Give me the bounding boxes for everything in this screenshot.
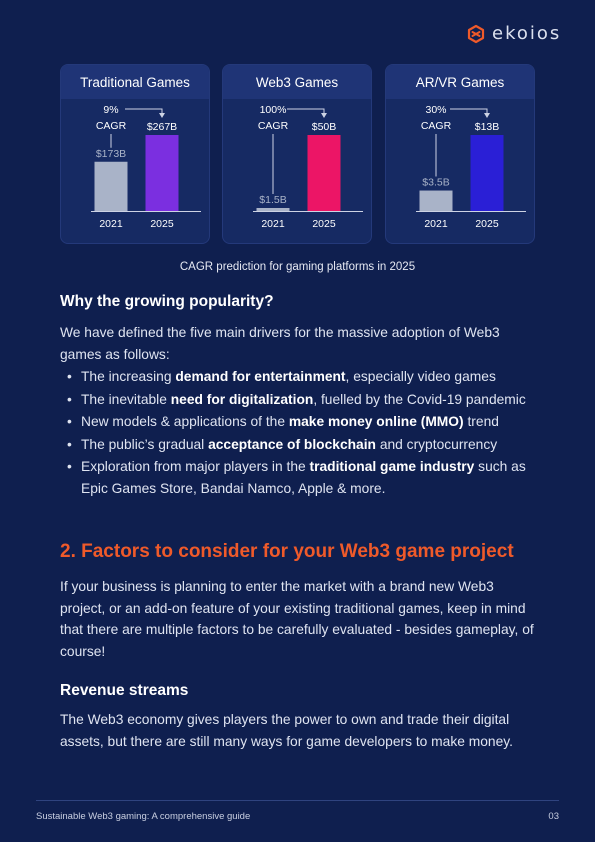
- bar-value-label: $50B: [312, 121, 337, 133]
- growth-arrow: [287, 108, 325, 117]
- bar-chart-arvr: $3.5B 2021 $13B 2025 30% CAGR: [416, 104, 526, 230]
- bar-value-label: $1.5B: [259, 194, 286, 206]
- footer-divider: [36, 800, 559, 801]
- growth-arrow: [450, 108, 488, 117]
- cagr-label: CAGR: [96, 120, 127, 132]
- paragraph-revenue: The Web3 economy gives players the power…: [60, 712, 513, 749]
- cagr-label: CAGR: [258, 120, 289, 132]
- bar-chart-traditional: $173B 2021 $267B 2025 9% CAGR: [91, 104, 201, 230]
- paragraph-factors: If your business is planning to enter th…: [60, 579, 534, 659]
- x-tick-label: 2025: [150, 218, 174, 230]
- bar-2021: [419, 190, 453, 211]
- heading-why-popularity: Why the growing popularity?: [60, 293, 274, 310]
- brand-logo: ekoios: [466, 23, 561, 44]
- list-item: The increasing demand for entertainment,…: [60, 366, 538, 388]
- list-item: The public’s gradual acceptance of block…: [60, 434, 538, 456]
- cagr-label: CAGR: [421, 120, 452, 132]
- chart-title: AR/VR Games: [386, 65, 534, 99]
- bar-value-label: $13B: [475, 121, 500, 133]
- brand-name: ekoios: [492, 23, 562, 44]
- cagr-percent: 9%: [103, 104, 118, 116]
- paragraph-intro: We have defined the five main drivers fo…: [60, 325, 500, 362]
- cagr-percent: 30%: [425, 104, 446, 116]
- drivers-list: The increasing demand for entertainment,…: [60, 366, 538, 500]
- x-tick-label: 2025: [312, 218, 336, 230]
- chart-caption: CAGR prediction for gaming platforms in …: [179, 261, 416, 273]
- arrow-head-icon: [484, 113, 490, 118]
- bar-2025: [470, 135, 504, 211]
- arrow-head-icon: [321, 113, 327, 118]
- bar-2025: [307, 135, 341, 211]
- x-tick-label: 2021: [99, 218, 123, 230]
- cagr-charts: Traditional Games $173B 2021 $267B 2025 9% CA…: [60, 64, 535, 244]
- x-tick-label: 2021: [261, 218, 285, 230]
- chart-card-web3: Web3 Games $1.5B 2021 $50B 2025 100% CAGR: [222, 64, 372, 244]
- heading-factors: 2. Factors to consider for your Web3 gam…: [60, 541, 514, 562]
- footer-title: Sustainable Web3 gaming: A comprehensive…: [36, 811, 251, 822]
- chart-card-arvr: AR/VR Games $3.5B 2021 $13B 2025 30% CAGR: [385, 64, 535, 244]
- growth-arrow: [125, 108, 163, 117]
- cagr-percent: 100%: [260, 104, 287, 116]
- bar-value-label: $3.5B: [422, 177, 449, 189]
- chart-card-traditional: Traditional Games $173B 2021 $267B 2025 9% CA…: [60, 64, 210, 244]
- bar-2021: [256, 208, 290, 211]
- list-item: Exploration from major players in the tr…: [60, 456, 538, 499]
- bar-2025: [145, 135, 179, 211]
- bar-chart-web3: $1.5B 2021 $50B 2025 100% CAGR: [253, 104, 363, 230]
- bar-value-label: $173B: [96, 148, 126, 160]
- list-item: The inevitable need for digitalization, …: [60, 389, 538, 411]
- heading-revenue-streams: Revenue streams: [60, 682, 189, 699]
- chart-title: Web3 Games: [223, 65, 371, 99]
- ekoios-logo-icon: [467, 24, 485, 43]
- bar-value-label: $267B: [147, 121, 177, 133]
- x-tick-label: 2025: [475, 218, 499, 230]
- list-item: New models & applications of the make mo…: [60, 411, 538, 433]
- page-number: 03: [548, 811, 559, 822]
- x-tick-label: 2021: [424, 218, 448, 230]
- arrow-head-icon: [159, 113, 165, 118]
- bar-2021: [94, 161, 128, 211]
- chart-title: Traditional Games: [61, 65, 209, 99]
